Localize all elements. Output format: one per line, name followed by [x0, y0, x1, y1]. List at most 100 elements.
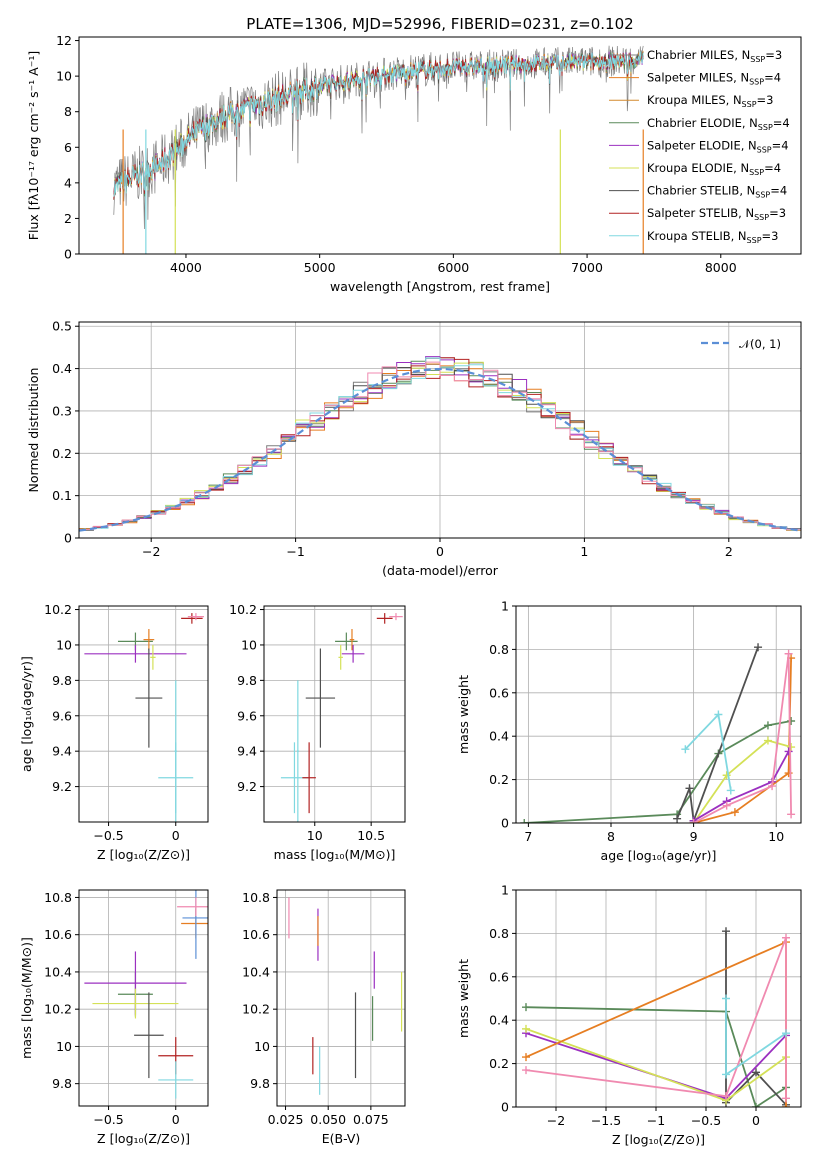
series-marker [722, 771, 731, 780]
weight-series [520, 717, 796, 823]
series-marker [722, 1070, 730, 1079]
legend-entry: Kroupa STELIB, NSSP=3 [647, 229, 778, 245]
weight-series [673, 643, 763, 823]
series-marker [784, 747, 793, 756]
plot-area [520, 643, 796, 823]
series-line [525, 937, 787, 1099]
x-tick-label: −1 [286, 544, 304, 559]
y-tick-label: 0.2 [52, 446, 72, 461]
y-tick-label: 12 [56, 33, 72, 48]
y-tick-label: 0.4 [52, 361, 72, 376]
x-tick-label: 7000 [571, 260, 603, 275]
legend-entry: Kroupa ELODIE, NSSP=4 [647, 161, 781, 177]
legend-entry: Salpeter ELODIE, NSSP=4 [647, 138, 789, 154]
panel-Z_age: −0.5 0 9.2 9.4 9.6 9.8 10 10.2 Z [log₁₀(Z/Z⊙)] ag… [19, 602, 209, 862]
weight-series [689, 736, 796, 823]
y-tick-label: 10 [241, 637, 257, 652]
y-tick-label: 10.2 [44, 1002, 72, 1017]
y-axis-label: mass weight [456, 959, 471, 1038]
errorbar-point [177, 897, 208, 917]
errorbar-point [335, 632, 358, 651]
panel-age_weight: 7 8 9 10 0 0.2 0.4 0.6 0.8 1 age [log₁₀(age/yr)] ma… [456, 599, 802, 863]
series-marker [722, 801, 731, 810]
y-tick-label: 9.6 [237, 708, 257, 723]
x-axis-label: E(B-V) [322, 1131, 361, 1146]
y-tick-label: 4 [64, 175, 72, 190]
axes-frame [515, 605, 802, 824]
weight-series [722, 994, 790, 1079]
series-marker [763, 721, 772, 730]
series-marker [522, 1066, 530, 1075]
y-tick-label: 10.2 [242, 1002, 270, 1017]
y-tick-label: 2 [64, 211, 72, 226]
y-axis-label: mass [log₁₀(M/M⊙)] [19, 937, 34, 1059]
errorbar-point [182, 890, 208, 959]
errorbar-point [181, 613, 203, 624]
plot-area [288, 897, 403, 1095]
y-tick-label: 0.4 [489, 1013, 509, 1028]
y-axis-label: Flux [fλ10⁻¹⁷ erg cm⁻² s⁻¹ A⁻¹] [26, 51, 41, 240]
x-tick-label: 2 [725, 544, 733, 559]
y-tick-label: 6 [64, 140, 72, 155]
x-tick-label: −0.5 [691, 1113, 721, 1128]
series-marker [722, 1092, 730, 1101]
x-axis-label: Z [log₁₀(Z/Z⊙)] [97, 1131, 190, 1146]
panel-ebv_mass: 0.025 0.050 0.075 9.8 10 10.2 10.4 10.6 10.8 E(B-… [242, 889, 406, 1146]
x-tick-label: 8 [607, 829, 615, 844]
series-marker [787, 743, 796, 752]
series-marker [754, 643, 763, 652]
series-marker [681, 745, 690, 754]
y-tick-label: 10 [56, 637, 72, 652]
series-marker [722, 927, 730, 936]
errorbar-point [338, 644, 343, 670]
errorbar-point [302, 742, 316, 814]
y-tick-label: 0.5 [52, 319, 72, 334]
series-marker [522, 1053, 530, 1062]
series-marker [782, 1029, 790, 1038]
legend-entry: Chabrier ELODIE, NSSP=4 [647, 116, 790, 132]
y-tick-label: 0.2 [489, 772, 509, 787]
y-tick-label: 9.8 [52, 673, 72, 688]
errorbar-point [143, 629, 155, 651]
y-tick-label: 9.2 [237, 779, 257, 794]
y-tick-label: 10.8 [242, 890, 270, 905]
series-marker [787, 810, 796, 819]
x-tick-label: 10 [307, 828, 323, 843]
weight-series [681, 710, 735, 795]
y-tick-label: 0 [501, 1100, 509, 1115]
y-tick-label: 0 [64, 531, 72, 546]
plot-area [84, 613, 204, 822]
x-tick-label: 0 [172, 828, 180, 843]
series-line [692, 739, 792, 823]
series-marker [689, 819, 698, 823]
errorbar-point [389, 613, 403, 621]
y-tick-label: 0 [64, 247, 72, 262]
y-tick-label: 0.3 [52, 403, 72, 418]
axes-frame [276, 889, 406, 1107]
x-tick-label: 5000 [304, 260, 336, 275]
series-marker [730, 808, 739, 817]
y-tick-label: 10.2 [44, 602, 72, 617]
series-line [693, 750, 790, 822]
series-line [676, 646, 759, 822]
y-tick-label: 10 [254, 1039, 270, 1054]
plot-area [522, 927, 790, 1107]
x-axis-label: Z [log₁₀(Z/Z⊙)] [612, 1132, 705, 1147]
y-tick-label: 10 [56, 1039, 72, 1054]
x-axis-label: mass [log₁₀(M/M⊙)] [274, 847, 396, 862]
plot-area [113, 45, 644, 254]
chart-title: PLATE=1306, MJD=52996, FIBERID=0231, z=0… [246, 15, 633, 33]
y-axis-label: Normed distribution [26, 368, 41, 493]
axes-frame [263, 605, 406, 823]
x-tick-label: −2 [142, 544, 160, 559]
y-tick-label: 10.4 [44, 964, 72, 979]
x-tick-label: 7 [524, 829, 532, 844]
plot-area [280, 613, 403, 822]
y-tick-label: 9.2 [52, 779, 72, 794]
plot-area [84, 890, 208, 1099]
y-tick-label: 10.4 [242, 964, 270, 979]
y-tick-label: 9.8 [250, 1076, 270, 1091]
series-marker [782, 933, 790, 942]
x-tick-label: 4000 [170, 260, 202, 275]
